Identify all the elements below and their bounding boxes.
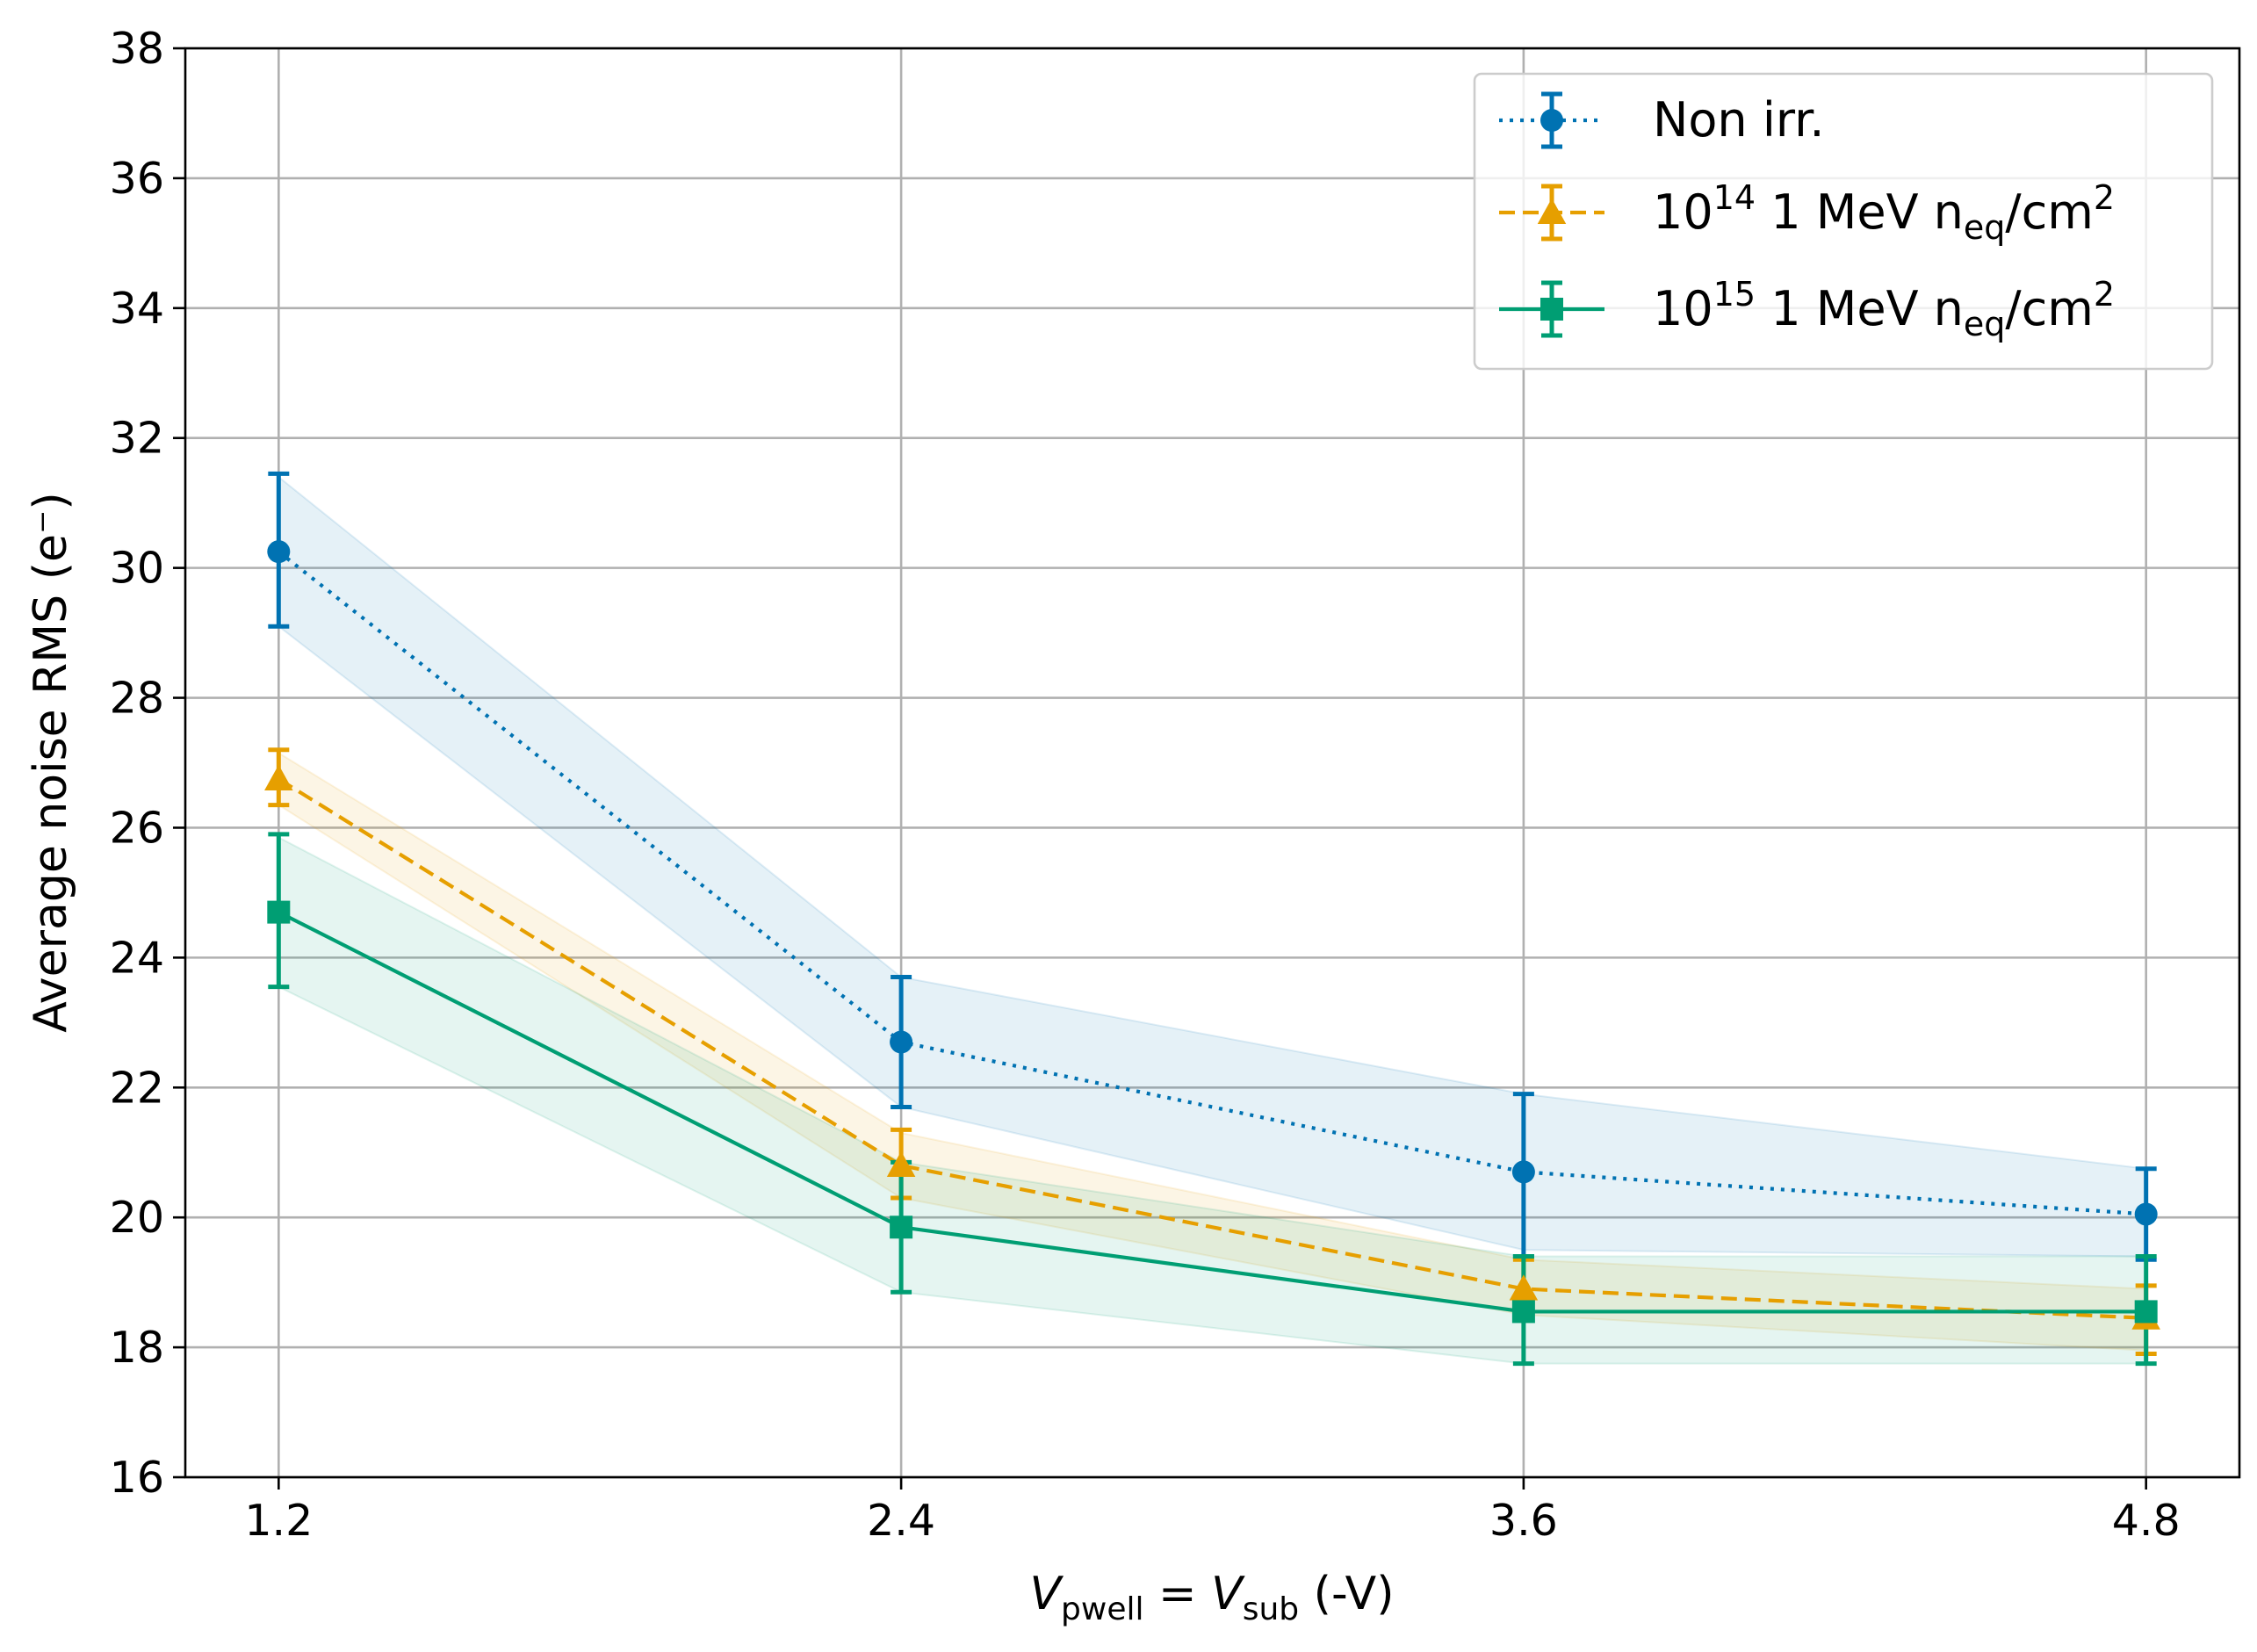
x-axis-label-var2: V	[1211, 1568, 1245, 1620]
legend-label-1e14: 1014 1 MeV neq/cm2	[1653, 178, 2115, 247]
marker-1e15-2.4	[890, 1216, 913, 1239]
legend-label-1e14-base: 10	[1653, 184, 1713, 240]
x-axis-label-var1: V	[1029, 1568, 1064, 1620]
band-non-irr	[278, 475, 2147, 1258]
legend-label-1e15-mid: 1 MeV n	[1756, 281, 1964, 336]
legend-label-1e14-unit: /cm	[2005, 184, 2094, 240]
x-axis-label: Vpwell = Vsub (-V)	[1029, 1568, 1394, 1627]
series-line-1e15	[278, 910, 2146, 1314]
legend-marker-1e14	[1537, 198, 1567, 224]
y-tick-label-38: 38	[110, 24, 164, 74]
marker-1e15-3.6	[1511, 1300, 1535, 1324]
series-line-non-irr	[278, 550, 2146, 1216]
marker-1e14-1.2	[264, 764, 293, 790]
legend-label-non-irr: Non irr.	[1653, 92, 1825, 148]
y-tick-label-34: 34	[110, 284, 164, 334]
marker-1e14-3.6	[1509, 1274, 1539, 1301]
marker-non-irr-4.8	[2134, 1202, 2158, 1226]
marker-non-irr-2.4	[890, 1030, 913, 1054]
legend: Non irr. 1014 1 MeV neq/cm2 1015 1 MeV n…	[1473, 72, 2214, 371]
series-lines	[278, 550, 2146, 1320]
y-tick-label-16: 16	[110, 1453, 164, 1503]
x-tick-label-4.8: 4.8	[2112, 1496, 2181, 1546]
legend-label-non-irr-text: Non irr.	[1653, 92, 1825, 148]
y-tick-label-26: 26	[110, 803, 164, 853]
y-tick-label-22: 22	[110, 1063, 164, 1113]
x-tick-label-3.6: 3.6	[1489, 1496, 1558, 1546]
marker-1e15-1.2	[267, 900, 291, 924]
marker-non-irr-1.2	[267, 540, 291, 564]
x-axis-label-eq: =	[1143, 1568, 1211, 1620]
y-tick-label-30: 30	[110, 544, 164, 594]
x-tick-label-2.4: 2.4	[867, 1496, 935, 1546]
series-markers	[264, 540, 2160, 1330]
y-tick-label-18: 18	[110, 1323, 164, 1373]
x-tick-label-1.2: 1.2	[244, 1496, 313, 1546]
marker-1e14-2.4	[886, 1151, 916, 1178]
y-tick-label-32: 32	[110, 414, 164, 464]
y-tick-label-28: 28	[110, 674, 164, 724]
legend-marker-non-irr	[1540, 109, 1563, 132]
legend-label-1e15-exp2: 2	[2094, 275, 2115, 314]
marker-non-irr-3.6	[1511, 1160, 1535, 1184]
legend-label-1e15-base: 10	[1653, 281, 1713, 336]
y-tick-label-24: 24	[110, 933, 164, 983]
legend-marker-1e15	[1540, 298, 1563, 321]
legend-label-1e14-exp: 14	[1713, 178, 1756, 217]
y-tick-label-36: 36	[110, 154, 164, 204]
series-line-1e14	[278, 777, 2146, 1320]
legend-label-1e15-sub: eq	[1964, 305, 2006, 343]
legend-label-1e15-unit: /cm	[2005, 281, 2094, 336]
legend-symbols	[1499, 91, 1604, 338]
x-axis-label-sub2: sub	[1243, 1591, 1299, 1627]
marker-1e15-4.8	[2134, 1300, 2158, 1324]
legend-label-1e15: 1015 1 MeV neq/cm2	[1653, 275, 2115, 343]
legend-label-1e14-sub: eq	[1964, 208, 2006, 247]
axes-frame	[184, 47, 2241, 1479]
legend-label-1e14-exp2: 2	[2094, 178, 2115, 217]
legend-label-1e14-mid: 1 MeV n	[1756, 184, 1964, 240]
y-axis-label: Average noise RMS (e⁻)	[25, 492, 77, 1032]
uncertainty-bands	[278, 475, 2147, 1365]
x-axis-label-unit: (-V)	[1299, 1568, 1394, 1620]
legend-label-1e15-exp: 15	[1713, 275, 1756, 314]
y-tick-label-20: 20	[110, 1193, 164, 1243]
tick-marks	[173, 47, 2147, 1490]
legend-frame	[1473, 72, 2214, 371]
error-bars	[268, 471, 2157, 1367]
x-axis-label-sub1: pwell	[1061, 1591, 1143, 1627]
